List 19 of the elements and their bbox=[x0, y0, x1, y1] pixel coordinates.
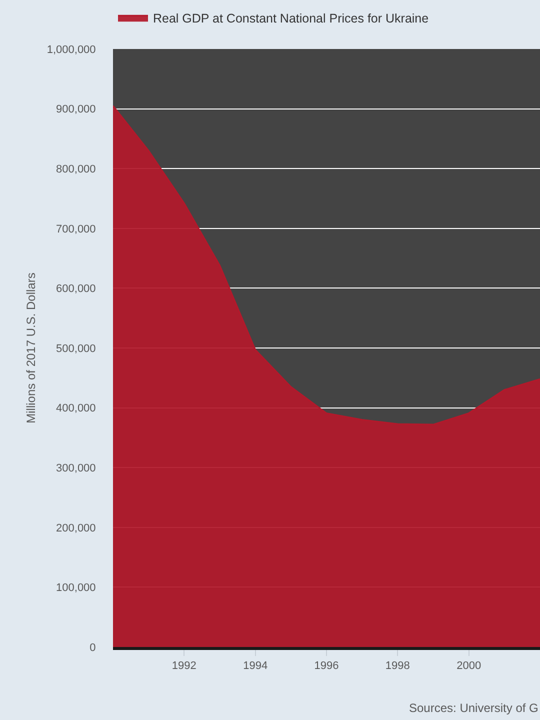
x-tick-label: 1996 bbox=[314, 660, 339, 672]
y-axis-title: Millions of 2017 U.S. Dollars bbox=[24, 272, 38, 424]
y-tick-label: 700,000 bbox=[56, 223, 96, 236]
x-tick-label: 2000 bbox=[456, 660, 482, 672]
source-note: Sources: University of G bbox=[409, 701, 538, 715]
y-tick-label: 100,000 bbox=[56, 582, 96, 594]
legend-label: Real GDP at Constant National Prices for Ukraine bbox=[153, 12, 429, 26]
y-tick-label: 200,000 bbox=[56, 522, 96, 534]
y-tick-label: 0 bbox=[90, 642, 96, 654]
x-tick-label: 1998 bbox=[385, 660, 410, 672]
y-tick-label: 900,000 bbox=[56, 104, 96, 116]
y-tick-label: 300,000 bbox=[56, 462, 96, 474]
x-tick-label: 1994 bbox=[243, 660, 268, 672]
y-tick-label: 400,000 bbox=[56, 402, 96, 415]
y-tick-label: 1,000,000 bbox=[46, 44, 96, 56]
y-tick-label: 600,000 bbox=[56, 283, 96, 296]
x-tick-label: 1992 bbox=[172, 660, 196, 672]
y-tick-label: 800,000 bbox=[56, 163, 96, 176]
y-tick-label: 500,000 bbox=[56, 342, 96, 355]
